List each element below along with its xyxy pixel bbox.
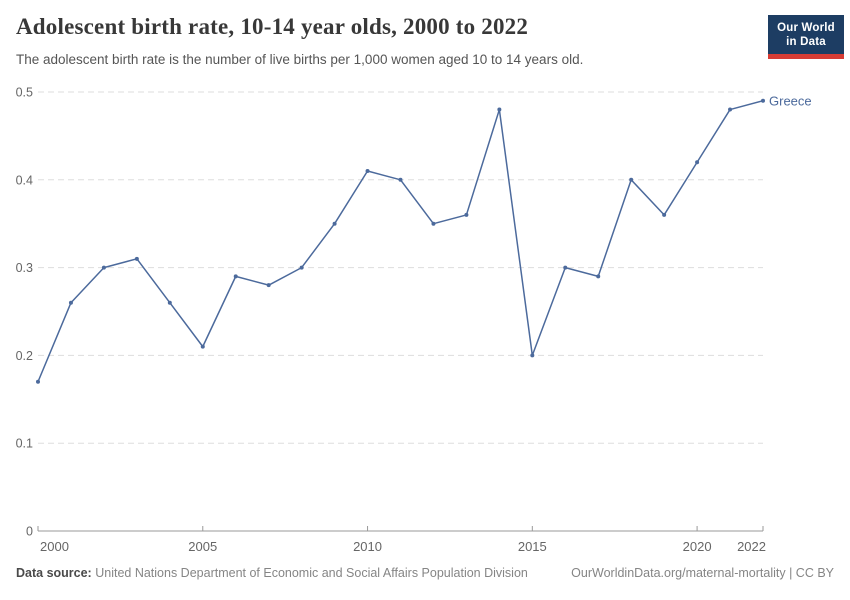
data-point-marker[interactable]: [299, 265, 304, 270]
chart-footer: Data source: United Nations Department o…: [16, 566, 834, 580]
data-point-marker[interactable]: [398, 177, 403, 182]
data-point-marker[interactable]: [464, 212, 469, 217]
data-point-marker[interactable]: [662, 212, 667, 217]
chart-subtitle: The adolescent birth rate is the number …: [16, 52, 584, 67]
data-point-marker[interactable]: [266, 283, 271, 288]
y-tick-label: 0.2: [16, 349, 33, 363]
x-tick-label: 2015: [518, 539, 547, 554]
data-point-marker[interactable]: [101, 265, 106, 270]
data-point-marker[interactable]: [36, 379, 40, 384]
data-point-marker[interactable]: [728, 107, 733, 112]
data-source-note: Data source: United Nations Department o…: [16, 566, 528, 580]
y-tick-label: 0.3: [16, 261, 33, 275]
data-point-marker[interactable]: [431, 221, 436, 226]
data-point-marker[interactable]: [233, 274, 238, 279]
y-tick-label: 0.4: [16, 173, 33, 187]
data-point-marker[interactable]: [695, 160, 700, 165]
license-link[interactable]: OurWorldinData.org/maternal-mortality | …: [571, 566, 834, 580]
data-point-marker[interactable]: [563, 265, 568, 270]
data-point-marker[interactable]: [167, 300, 172, 305]
data-point-marker[interactable]: [134, 256, 139, 261]
x-tick-label: 2005: [188, 539, 217, 554]
x-tick-label: 2020: [683, 539, 712, 554]
page-title: Adolescent birth rate, 10-14 year olds, …: [16, 14, 529, 39]
owid-logo-line1: Our World: [777, 21, 835, 34]
series-label[interactable]: Greece: [769, 93, 812, 108]
x-tick-label: 2010: [353, 539, 382, 554]
y-tick-label: 0.1: [16, 437, 33, 451]
data-point-marker[interactable]: [332, 221, 337, 226]
y-tick-label: 0.5: [16, 86, 33, 100]
data-point-marker[interactable]: [761, 98, 765, 103]
data-point-marker[interactable]: [530, 353, 535, 358]
x-tick-label: 2000: [40, 539, 69, 554]
data-source-label: Data source:: [16, 566, 92, 580]
data-point-marker[interactable]: [68, 300, 73, 305]
data-point-marker[interactable]: [497, 107, 502, 112]
y-tick-label: 0: [26, 525, 33, 539]
x-tick-label: 2022: [737, 539, 766, 554]
data-point-marker[interactable]: [365, 169, 370, 174]
data-point-marker[interactable]: [200, 344, 205, 349]
data-source-text: United Nations Department of Economic an…: [95, 566, 528, 580]
data-point-marker[interactable]: [629, 177, 634, 182]
data-point-marker[interactable]: [596, 274, 601, 279]
series-line[interactable]: [37, 100, 764, 383]
owid-logo-line2: in Data: [786, 35, 826, 48]
owid-logo[interactable]: Our World in Data: [768, 15, 844, 59]
